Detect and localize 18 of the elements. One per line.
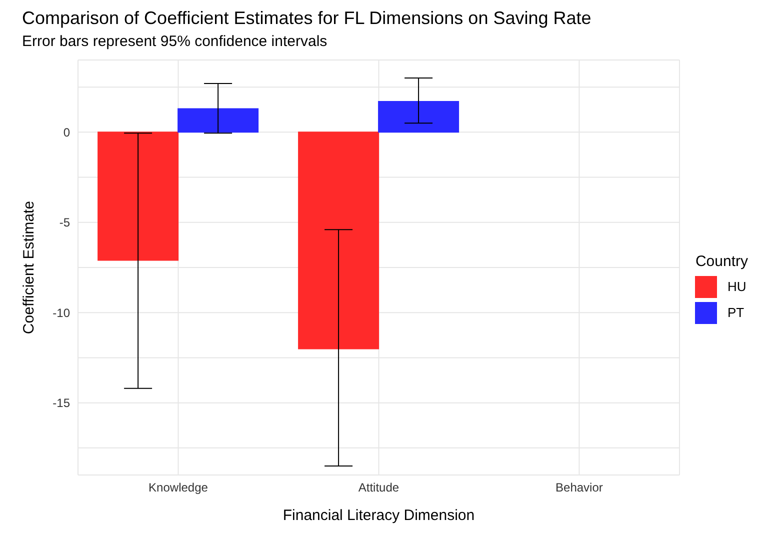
x-tick-label: Attitude [358, 480, 400, 495]
y-tick-label: -5 [59, 216, 70, 230]
x-tick-label: Knowledge [148, 480, 208, 495]
x-axis-title: Financial Literacy Dimension [282, 507, 475, 524]
bar [378, 101, 460, 133]
chart-title: Comparison of Coefficient Estimates for FL Dimensions on Saving Rate [22, 8, 592, 29]
legend-label: HU [727, 279, 746, 294]
y-tick-label: 0 [63, 125, 70, 140]
bar [298, 132, 380, 350]
legend-label: PT [727, 305, 744, 320]
y-tick-label: -10 [52, 306, 70, 320]
bar [178, 108, 259, 133]
bar [98, 132, 179, 261]
legend-title: Country [695, 252, 748, 270]
y-tick-label: -15 [52, 396, 70, 410]
x-tick-label: Behavior [556, 480, 603, 495]
y-axis-title: Coefficient Estimate [20, 200, 38, 334]
chart-subtitle: Error bars represent 95% confidence intervals [22, 33, 328, 50]
